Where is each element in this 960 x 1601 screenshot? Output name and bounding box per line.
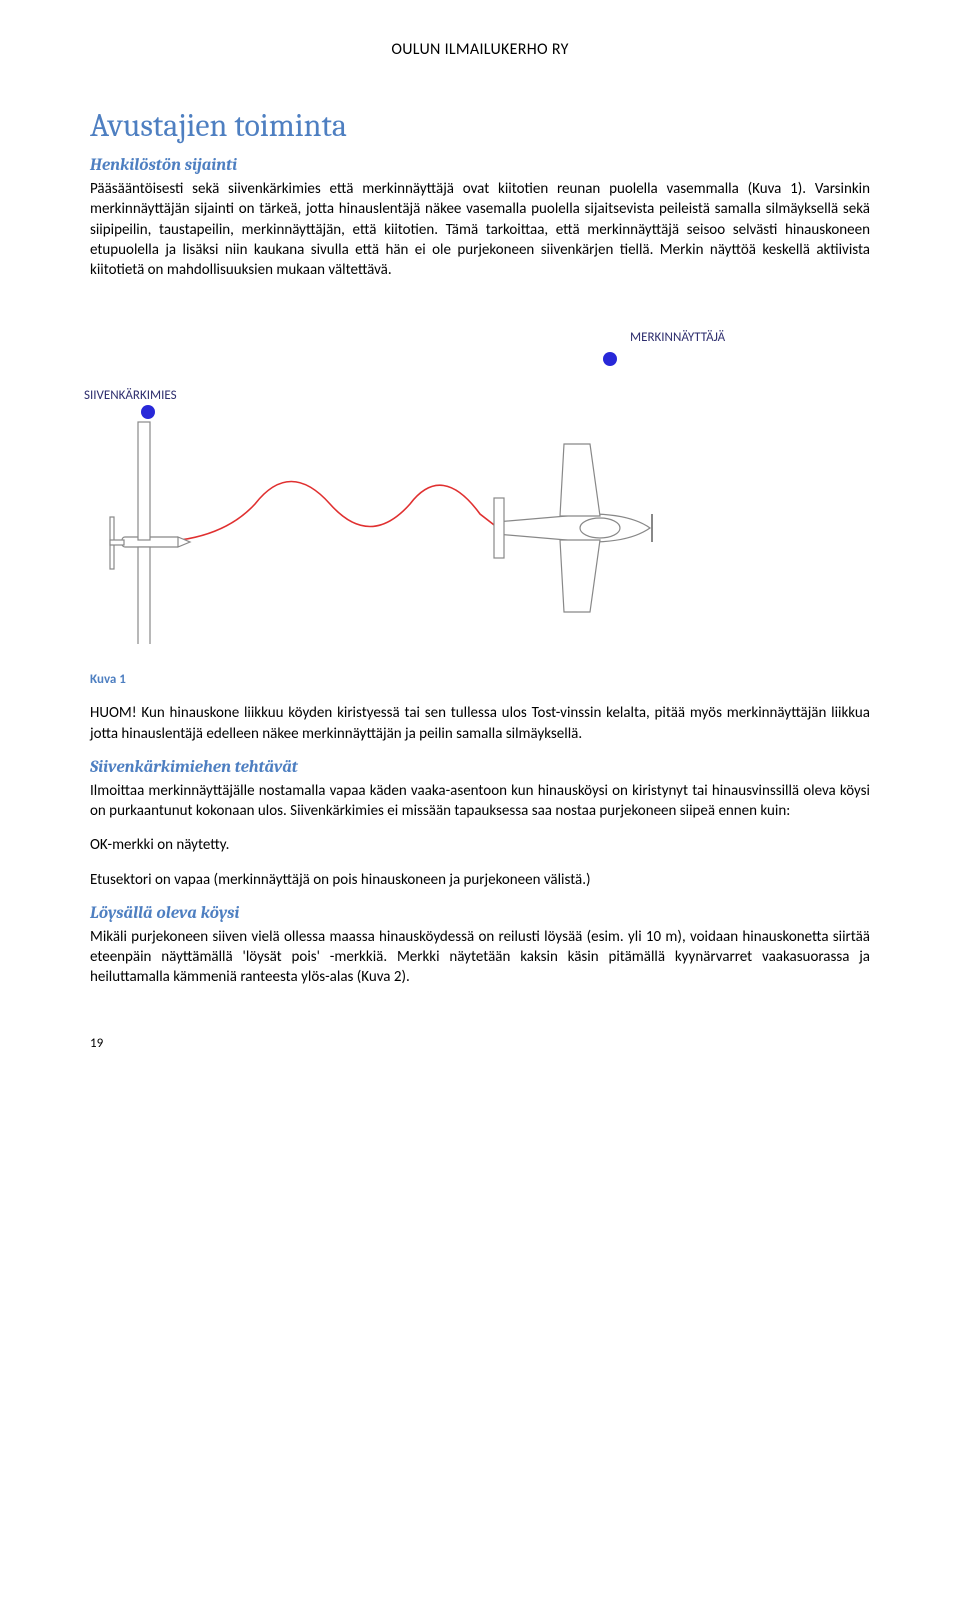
section1-para1: Pääsääntöisesti sekä siivenkärkimies ett… (90, 179, 870, 280)
section1-heading: Henkilöstön sijainti (90, 156, 870, 175)
main-title: Avustajien toiminta (90, 107, 870, 144)
marker-siivenkarkimies (141, 405, 155, 419)
section3-heading: Löysällä oleva köysi (90, 904, 870, 923)
page-number: 19 (90, 1036, 870, 1051)
rope-path (150, 482, 498, 543)
marker-merkinnayttaja (603, 352, 617, 366)
figure-caption-kuva1: Kuva 1 (90, 672, 870, 687)
section2-heading: Siivenkärkimiehen tehtävät (90, 758, 870, 777)
section2-line-etusektori: Etusektori on vapaa (merkinnäyttäjä on p… (90, 870, 870, 890)
tow-plane (494, 444, 652, 612)
glider (110, 422, 190, 644)
label-siivenkarkimies: SIIVENKÄRKIMIES (84, 388, 177, 403)
org-header: OULUN ILMAILUKERHO RY (90, 40, 870, 59)
kuva1-huom: HUOM! Kun hinauskone liikkuu köyden kiri… (90, 703, 870, 744)
section2-para1: Ilmoittaa merkinnäyttäjälle nostamalla v… (90, 781, 870, 822)
diagram-svg (90, 304, 870, 644)
section2-line-ok: OK-merkki on näytetty. (90, 835, 870, 855)
label-merkinnayttaja: MERKINNÄYTTÄJÄ (630, 330, 725, 345)
diagram-kuva1: MERKINNÄYTTÄJÄ SIIVENKÄRKIMIES (90, 304, 870, 644)
section3-para1: Mikäli purjekoneen siiven vielä ollessa … (90, 927, 870, 988)
